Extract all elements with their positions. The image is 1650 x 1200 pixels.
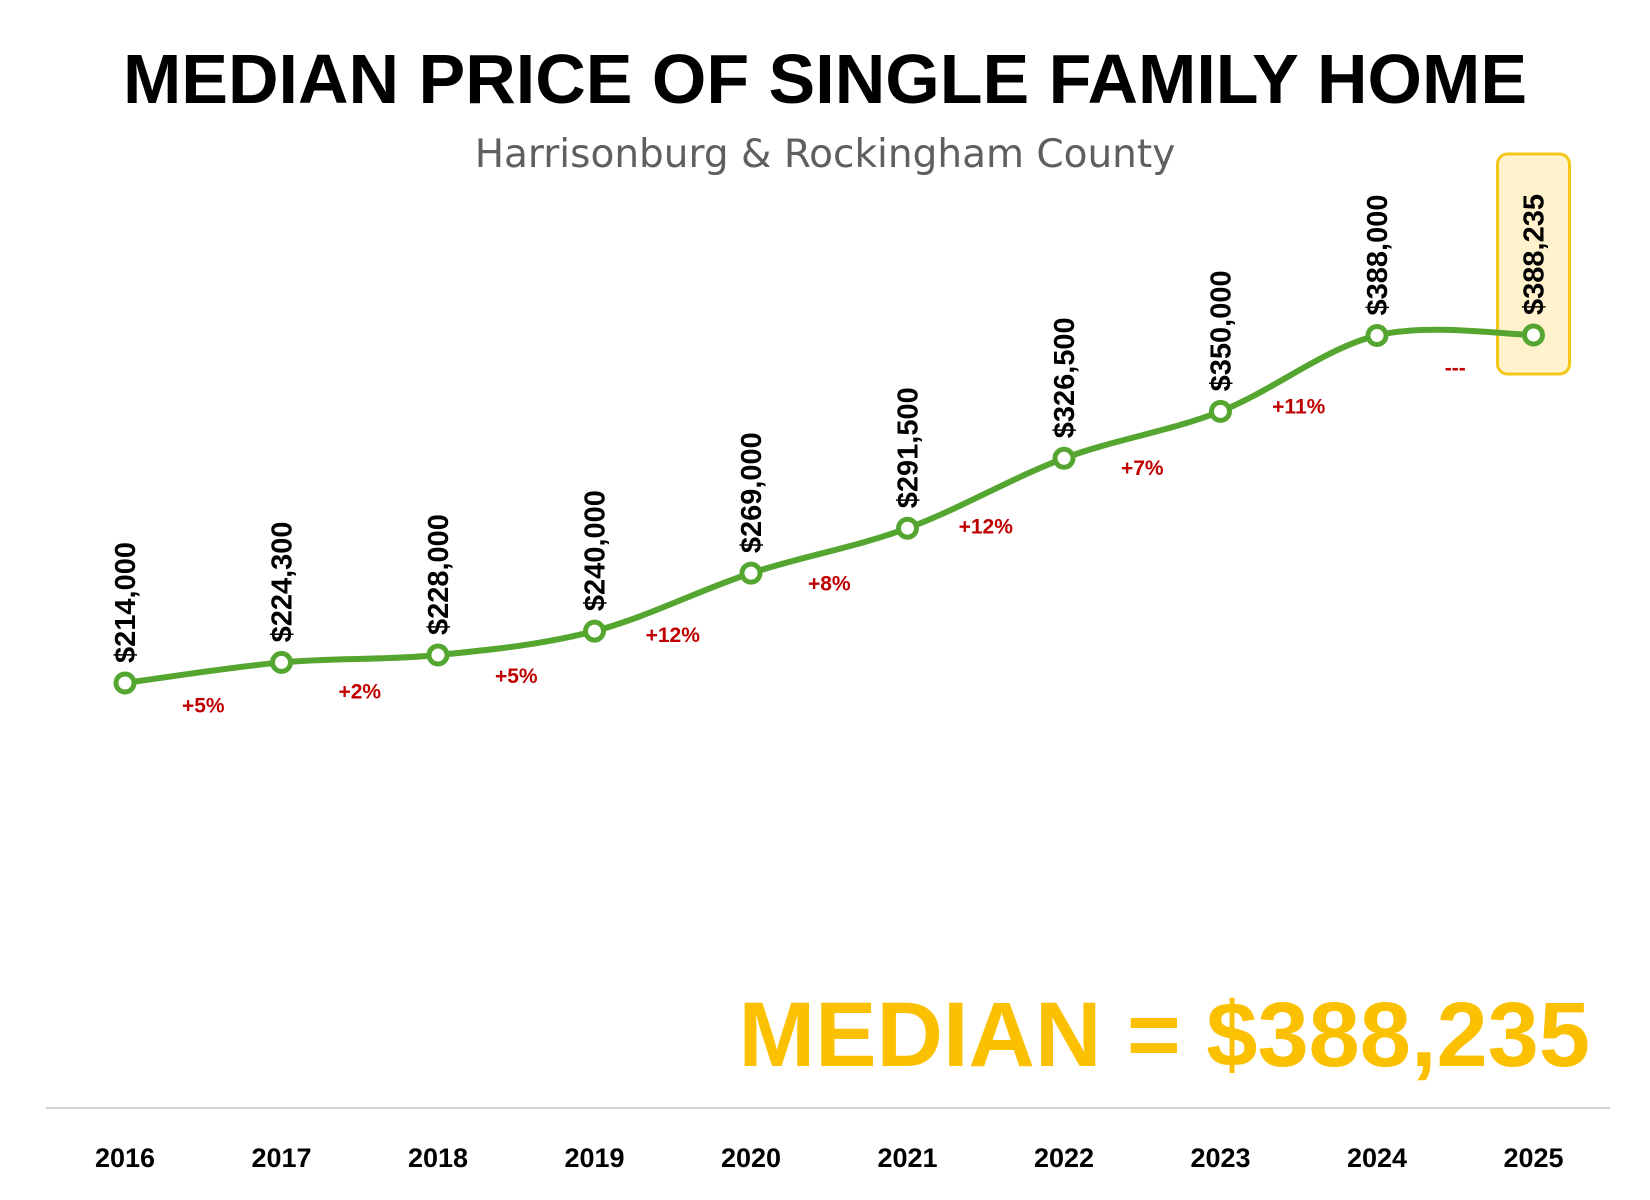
data-point-2016 [113,671,137,695]
x-tick-2019: 2019 [564,1143,624,1173]
x-tick-2020: 2020 [721,1143,781,1173]
chart-title: MEDIAN PRICE OF SINGLE FAMILY HOME [123,40,1527,118]
change-label-2017-2018: +2% [338,681,381,704]
chart-subtitle: Harrisonburg & Rockingham County [475,132,1176,177]
data-point-2023 [1209,399,1232,423]
x-tick-2022: 2022 [1034,1143,1094,1173]
change-label-2016-2017: +5% [182,695,225,718]
data-point-2020 [739,561,763,585]
data-point-2021 [896,516,919,540]
series-line [122,326,1537,686]
x-tick-2024: 2024 [1347,1143,1407,1173]
change-label-layer: +5% +2% +5% +12% +8% +12% +7% +11% --- [182,357,1466,717]
value-label-2024: $388,000 [1362,195,1394,316]
x-tick-2017: 2017 [251,1143,311,1173]
highlight-box [1496,152,1571,376]
change-label-2023-2024: +11% [1272,395,1325,418]
value-label-2019: $240,000 [580,490,612,611]
value-label-2023: $350,000 [1206,270,1238,391]
value-label-2017: $224,300 [267,521,299,642]
change-label-2024-2025: --- [1445,357,1466,380]
value-label-2016: $214,000 [110,542,142,663]
line-layer [122,326,1537,686]
x-tick-2018: 2018 [408,1143,468,1173]
x-tick-2025: 2025 [1503,1143,1563,1173]
data-point-2018 [426,643,450,667]
value-label-2018: $228,000 [423,514,455,635]
data-point-2022 [1052,446,1076,470]
data-point-2025 [1522,323,1545,347]
highlight-layer [1496,152,1571,376]
x-axis-ticks: 2016 2017 2018 2019 2020 2021 2022 2023 2024 2025 [95,1143,1564,1173]
value-label-2021: $291,500 [893,387,925,508]
value-label-2020: $269,000 [736,432,768,553]
data-point-2017 [270,650,293,674]
x-tick-2023: 2023 [1190,1143,1250,1173]
change-label-2022-2023: +7% [1121,457,1164,480]
change-label-2020-2021: +8% [808,573,851,596]
marker-layer [113,323,1545,695]
data-point-2024 [1365,323,1389,347]
value-label-2022: $326,500 [1049,317,1081,438]
value-label-2025: $388,235 [1519,194,1551,315]
change-label-2021-2022: +12% [959,515,1014,538]
change-label-2018-2019: +5% [495,665,538,688]
change-label-2019-2020: +12% [646,624,701,647]
x-tick-2021: 2021 [877,1143,937,1173]
value-label-layer: $214,000 $224,300 $228,000 $240,000 $269,000… [110,194,1551,663]
data-point-2019 [583,619,606,643]
x-tick-2016: 2016 [95,1143,155,1173]
median-callout: MEDIAN = $388,235 [739,984,1590,1086]
